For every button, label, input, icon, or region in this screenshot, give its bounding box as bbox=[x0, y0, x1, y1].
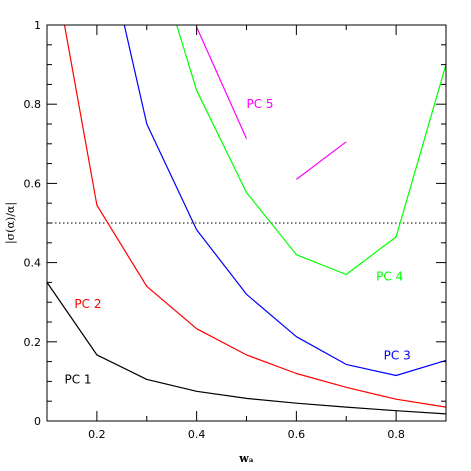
y-tick-label: 0.8 bbox=[24, 98, 42, 111]
series-line-pc-5 bbox=[196, 26, 248, 139]
x-tick-label: 0.4 bbox=[188, 428, 206, 441]
series-label-pc-2: PC 2 bbox=[74, 297, 101, 311]
series-label-pc-3: PC 3 bbox=[384, 349, 411, 363]
x-axis-title: wₐ bbox=[238, 452, 254, 465]
series-labels: PC 1 PC 2 PC 3 PC 4 PC 5 bbox=[64, 97, 410, 386]
series-line-pc-1 bbox=[46, 282, 447, 415]
plot-lines bbox=[46, 24, 447, 415]
y-tick-label: 0.2 bbox=[24, 336, 42, 349]
series-line-pc-4 bbox=[176, 24, 447, 276]
y-tick-label: 0.6 bbox=[24, 177, 42, 190]
x-tick-label: 0.2 bbox=[88, 428, 106, 441]
series-line-pc-5 bbox=[296, 141, 347, 180]
y-axis-title: |σ(α)/α| bbox=[4, 202, 18, 244]
series-label-pc-1: PC 1 bbox=[64, 372, 91, 386]
axis-ticks bbox=[47, 25, 446, 421]
series-line-pc-3 bbox=[123, 24, 447, 377]
y-tick-label: 0.4 bbox=[24, 257, 42, 270]
series-line-pc-2 bbox=[63, 24, 447, 408]
y-tick-label: 0 bbox=[34, 415, 41, 428]
y-tick-label: 1 bbox=[34, 19, 41, 32]
x-tick-label: 0.6 bbox=[288, 428, 306, 441]
series-label-pc-5: PC 5 bbox=[247, 97, 274, 111]
tick-labels: 0.2 0.4 0.6 0.8 0 0.2 0.4 0.6 0.8 1 bbox=[24, 19, 405, 441]
x-tick-label: 0.8 bbox=[387, 428, 405, 441]
series-label-pc-4: PC 4 bbox=[376, 269, 403, 283]
